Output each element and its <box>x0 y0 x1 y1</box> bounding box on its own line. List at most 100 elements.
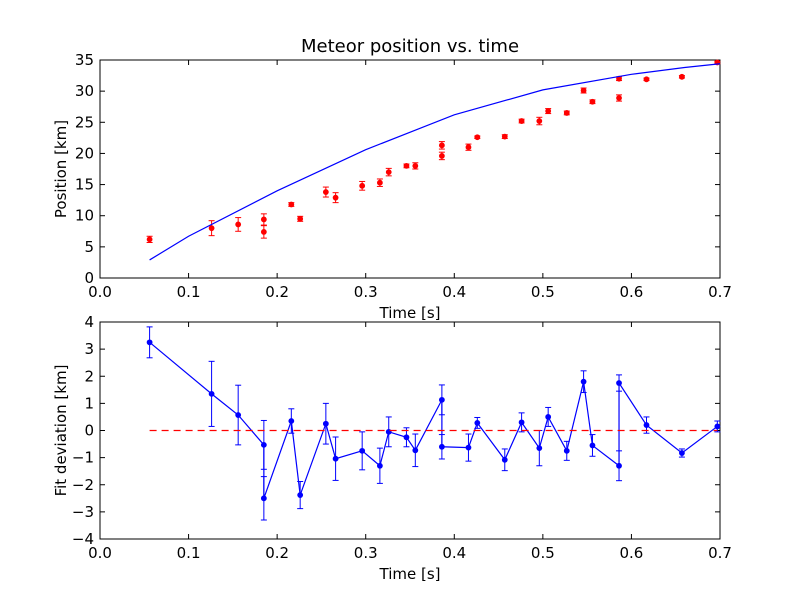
data-point <box>322 420 329 427</box>
x-tick-label: 0.3 <box>354 283 378 301</box>
data-point <box>403 434 410 441</box>
data-point <box>260 216 267 223</box>
data-point <box>474 134 481 141</box>
data-point <box>518 419 525 426</box>
data-point <box>714 423 721 430</box>
data-point <box>208 390 215 397</box>
y-tick-label: 5 <box>84 238 94 256</box>
x-axis-label: Time [s] <box>379 565 441 583</box>
y-tick-label: 2 <box>84 367 94 385</box>
data-point <box>501 133 508 140</box>
data-point <box>260 495 267 502</box>
deviation-chart: 0.0 0.1 0.2 0.3 0.4 0.5 0.6 0.7 −4 −3 −2 −1 0 1 2 3 4 Tim… <box>52 313 732 583</box>
data-point <box>438 396 445 403</box>
data-point <box>589 98 596 105</box>
data-point <box>643 422 650 428</box>
x-tick-label: 0.5 <box>531 283 555 301</box>
chart-title: Meteor position vs. time <box>301 36 519 57</box>
x-tick-label: 0.2 <box>265 283 289 301</box>
axes-frame <box>99 59 721 279</box>
y-tick-label: 20 <box>75 144 94 162</box>
x-axis-label: Time [s] <box>379 304 441 322</box>
data-point <box>438 443 445 450</box>
y-tick-label: 0 <box>84 269 94 287</box>
data-point <box>616 95 622 101</box>
data-point <box>474 420 481 426</box>
x-tick-label: 0.6 <box>619 283 643 301</box>
y-tick-label: 25 <box>75 113 94 131</box>
position-chart: 0.0 0.1 0.2 0.3 0.4 0.5 0.6 0.7 0 5 10 15 20 25 30 35 Me… <box>52 36 732 322</box>
y-tick-label: −1 <box>72 449 94 467</box>
data-point <box>545 414 552 420</box>
y-tick-label: 10 <box>75 207 94 225</box>
y-tick-label: 30 <box>75 82 94 100</box>
data-point <box>235 221 242 228</box>
deviation-line <box>149 341 718 499</box>
x-tick-label: 0.0 <box>88 544 112 562</box>
plot-area <box>146 59 721 261</box>
data-point <box>332 455 339 462</box>
data-point <box>438 153 445 159</box>
data-point <box>297 492 304 498</box>
x-tick-label: 0.7 <box>708 283 732 301</box>
data-point <box>563 447 570 454</box>
data-point <box>260 229 267 235</box>
x-tick-label: 0.1 <box>177 283 201 301</box>
x-tick-label: 0.3 <box>354 544 378 562</box>
data-point <box>332 194 339 201</box>
data-point <box>616 462 622 469</box>
data-point <box>536 445 543 452</box>
data-point <box>412 162 419 169</box>
data-point <box>563 110 570 116</box>
data-point <box>518 118 525 124</box>
x-tick-label: 0.5 <box>531 544 555 562</box>
y-tick-label: 1 <box>84 394 94 412</box>
y-tick-label: 3 <box>84 340 94 358</box>
y-axis-label: Fit deviation [km] <box>52 365 70 497</box>
data-point <box>501 456 508 463</box>
x-tick-label: 0.0 <box>88 283 112 301</box>
data-point <box>465 144 472 151</box>
data-point <box>260 441 267 448</box>
fit-line <box>149 63 721 261</box>
y-tick-label: −3 <box>72 503 94 521</box>
data-point <box>679 73 685 80</box>
data-point <box>359 447 366 454</box>
data-point <box>376 179 383 186</box>
x-tick-label: 0.4 <box>442 544 466 562</box>
data-point <box>403 162 410 169</box>
data-point <box>536 118 543 124</box>
data-point <box>288 201 295 208</box>
data-point <box>679 450 685 456</box>
y-tick-label: −2 <box>72 476 94 494</box>
data-point <box>297 215 304 222</box>
data-point <box>589 442 596 449</box>
y-tick-label: 15 <box>75 176 94 194</box>
y-tick-label: −4 <box>72 530 94 548</box>
y-tick-label: 4 <box>84 313 94 331</box>
data-point <box>616 380 622 386</box>
x-tick-label: 0.2 <box>265 544 289 562</box>
data-point <box>465 444 472 451</box>
data-point <box>146 339 153 346</box>
data-point <box>376 462 383 469</box>
data-point <box>643 76 650 83</box>
y-axis-label: Position [km] <box>52 120 70 218</box>
data-point <box>385 169 392 176</box>
x-tick-label: 0.6 <box>619 544 643 562</box>
plot-area <box>146 326 721 521</box>
data-point <box>235 412 242 418</box>
x-tick-label: 0.1 <box>177 544 201 562</box>
data-point <box>288 418 295 424</box>
data-point <box>412 447 419 454</box>
x-tick-label: 0.7 <box>708 544 732 562</box>
x-tick-label: 0.4 <box>442 283 466 301</box>
data-point <box>208 225 215 232</box>
data-point <box>146 236 153 243</box>
data-point <box>580 378 587 385</box>
data-point <box>580 87 587 94</box>
y-tick-label: 0 <box>84 422 94 440</box>
y-tick-label: 35 <box>75 51 94 69</box>
